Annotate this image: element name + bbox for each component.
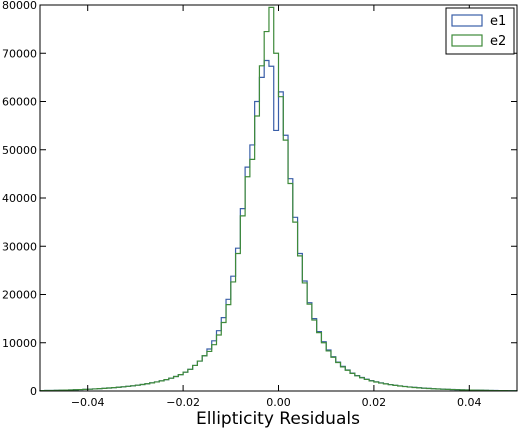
- series-layer: [39, 6, 518, 392]
- y-tick-label: 30000: [2, 240, 37, 253]
- plot-frame: [39, 4, 518, 392]
- x-tick-label: −0.02: [166, 396, 200, 409]
- y-tick-label: 0: [30, 385, 37, 398]
- x-tick-label: −0.04: [71, 396, 105, 409]
- y-tick-label: 10000: [2, 337, 37, 350]
- x-axis-label: Ellipticity Residuals: [196, 409, 360, 428]
- y-tick-label: 40000: [2, 192, 37, 205]
- x-tick-label: 0.02: [362, 396, 387, 409]
- x-tick-label: 0.04: [457, 396, 482, 409]
- legend-swatch-e2: [451, 34, 483, 47]
- y-tick-label: 80000: [2, 0, 37, 12]
- legend-label-e2: e2: [490, 34, 506, 49]
- y-tick-label: 20000: [2, 289, 37, 302]
- y-tick-label: 50000: [2, 144, 37, 157]
- legend-label-e1: e1: [490, 14, 506, 29]
- y-tick-label: 70000: [2, 47, 37, 60]
- series-e2-step-line: [39, 6, 518, 392]
- y-tick-label: 60000: [2, 96, 37, 109]
- legend: e1 e2: [445, 7, 515, 55]
- legend-swatch-e1: [451, 14, 483, 27]
- x-tick-label: 0.00: [266, 396, 291, 409]
- ticks-layer: −0.04 −0.02 0.00 0.02 0.04 0 10000 20000 30000 40…: [2, 0, 517, 409]
